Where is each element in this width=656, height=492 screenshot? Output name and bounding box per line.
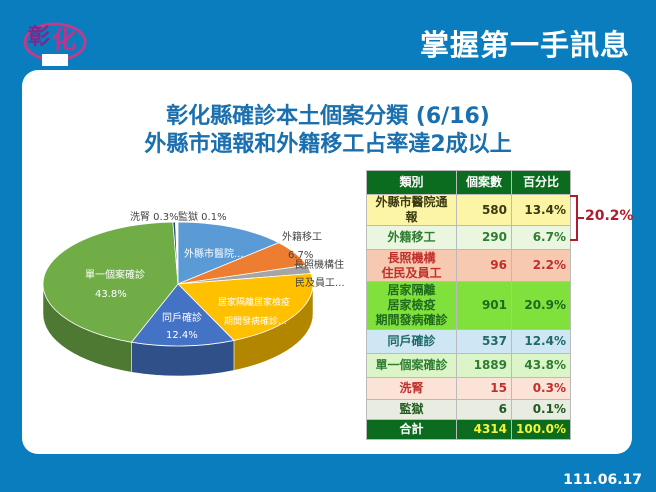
- header-count: 個案數: [456, 170, 512, 195]
- count-cell: 1889: [456, 353, 512, 378]
- category-cell: 外籍移工: [366, 225, 457, 250]
- percent-cell: 43.8%: [511, 353, 571, 378]
- label-migrant: 外籍移工: [282, 230, 322, 243]
- combined-percent-annotation: 20.2%: [585, 208, 634, 224]
- label-single: 單一個案確診: [85, 268, 145, 281]
- label-household-pct: 12.4%: [166, 330, 198, 341]
- percent-cell: 6.7%: [511, 225, 571, 250]
- table-row: 同戶確診 537 12.4%: [366, 329, 571, 354]
- label-ltc-1: 長照機構住: [294, 258, 344, 271]
- date: 111.06.17: [563, 472, 642, 488]
- category-cell: 同戶確診: [366, 329, 457, 354]
- percent-cell: 2.2%: [511, 249, 571, 282]
- percent-cell: 0.1%: [511, 399, 571, 420]
- chart-title: 彰化縣確診本土個案分類 (6/16): [166, 104, 490, 129]
- percent-cell: 12.4%: [511, 329, 571, 354]
- count-cell: 537: [456, 329, 512, 354]
- svg-text:彰: 彰: [28, 24, 50, 50]
- label-migrant-pct: 6.7%: [288, 250, 313, 261]
- table-row: 外籍移工 290 6.7%: [366, 225, 571, 250]
- category-cell: 長照機構 住民及員工: [366, 249, 457, 282]
- pie-slice-7: [175, 221, 179, 285]
- category-cell: 居家隔離 居家檢疫 期間發病確診: [366, 281, 457, 330]
- count-cell: 901: [456, 281, 512, 330]
- label-household: 同戶確診: [162, 311, 202, 324]
- header-percent: 百分比: [511, 170, 571, 195]
- bracket-tick: [578, 217, 584, 219]
- table-row: 單一個案確診 1889 43.8%: [366, 353, 571, 378]
- label-ltc-2: 民及員工...: [295, 277, 345, 289]
- pie-slice-0: [177, 221, 280, 285]
- percent-cell: 13.4%: [511, 194, 571, 226]
- category-cell: 洗腎: [366, 377, 457, 400]
- header-category: 類別: [366, 170, 457, 195]
- label-quarantine-2: 期間發病確診...: [224, 315, 287, 327]
- pie-slice-4: [130, 283, 235, 347]
- bracket: [570, 195, 578, 241]
- table-row: 居家隔離 居家檢疫 期間發病確診 901 20.9%: [366, 281, 571, 330]
- header-title: 掌握第一手訊息: [419, 28, 630, 62]
- label-quarantine-1: 居家隔離居家檢疫: [218, 296, 290, 308]
- category-cell: 外縣市醫院通報: [366, 194, 457, 226]
- case-table: 類別 個案數 百分比 外縣市醫院通報 580 13.4% 外籍移工 290 6.7% 長照機…: [366, 170, 571, 440]
- table-row: 長照機構 住民及員工 96 2.2%: [366, 249, 571, 282]
- label-dialysis: 洗腎 0.3%: [130, 211, 179, 223]
- label-prison: 監獄 0.1%: [178, 210, 227, 223]
- percent-cell: 0.3%: [511, 377, 571, 400]
- count-cell: 15: [456, 377, 512, 400]
- count-cell: 290: [456, 225, 512, 250]
- label-single-pct: 43.8%: [95, 289, 127, 300]
- total-p: 100.0%: [511, 419, 571, 440]
- svg-text:化: 化: [52, 25, 76, 54]
- category-cell: 監獄: [366, 399, 457, 420]
- percent-cell: 20.9%: [511, 281, 571, 330]
- count-cell: 580: [456, 194, 512, 226]
- table-row: 監獄 6 0.1%: [366, 399, 571, 420]
- total-n: 4314: [456, 419, 512, 440]
- changhua-logo: 彰 化: [23, 22, 87, 66]
- label-hospital: 外縣市醫院...: [184, 247, 244, 260]
- total-cat: 合計: [366, 419, 457, 440]
- table-row: 外縣市醫院通報 580 13.4%: [366, 194, 571, 226]
- chart-subtitle: 外縣市通報和外籍移工占率達2成以上: [144, 132, 512, 157]
- pie-slice-3: [177, 273, 314, 341]
- pie-slice-5: [42, 221, 179, 343]
- count-cell: 96: [456, 249, 512, 282]
- category-cell: 單一個案確診: [366, 353, 457, 378]
- total-row: 合計 4314 100.0%: [366, 419, 571, 440]
- table-row: 洗腎 15 0.3%: [366, 377, 571, 400]
- count-cell: 6: [456, 399, 512, 420]
